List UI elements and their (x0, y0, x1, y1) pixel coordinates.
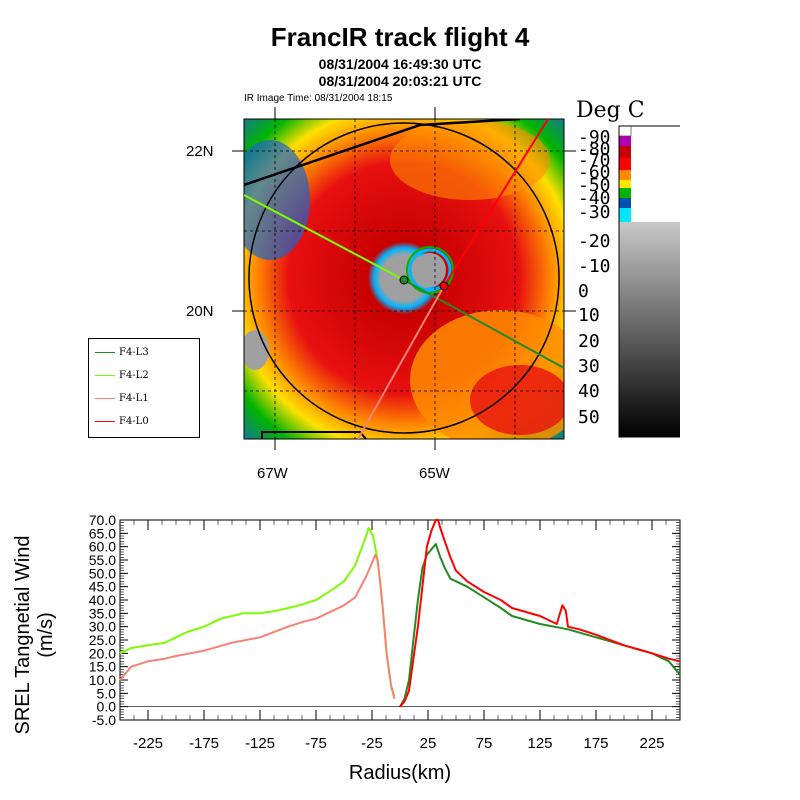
y-tick-label: -5.0 (92, 712, 116, 728)
colorbar-tick-label: -40 (578, 188, 611, 209)
y-tick-label: 60.0 (89, 539, 116, 555)
colorbar-tick-label: 10 (578, 305, 600, 326)
y-tick-label: 5.0 (97, 685, 117, 701)
legend-item-l1: F4-L1 (95, 393, 149, 407)
x-tick-label: -175 (189, 735, 219, 752)
y-tick-label: 70.0 (89, 512, 116, 528)
y-tick-label: 40.0 (89, 592, 116, 608)
y-tick-label: 15.0 (89, 659, 116, 675)
series-line-1 (119, 553, 396, 699)
y-tick-label: 30.0 (89, 619, 116, 635)
colorbar-tick-label: -70 (578, 150, 611, 171)
flight-leg-l0 (443, 119, 549, 287)
colorbar-tick-label: -80 (578, 139, 611, 160)
x-tick-label: 25 (420, 735, 437, 752)
flight-leg-l2 (244, 194, 405, 281)
center-marker-l0 (439, 281, 449, 291)
y-tick-label: 0.0 (97, 699, 117, 715)
flight-end-time: 08/31/2004 20:03:21 UTC (318, 73, 482, 89)
ir-image-time: IR Image Time: 08/31/2004 18:15 (244, 93, 393, 104)
lon-label-67w: 67W (257, 465, 288, 482)
center-marker-l3 (399, 275, 409, 285)
y-tick-label: 65.0 (89, 525, 116, 541)
flight-start-time: 08/31/2004 16:49:30 UTC (318, 56, 482, 72)
ir-map (232, 107, 576, 450)
colorbar-tick-label: 40 (578, 381, 600, 402)
coastline (244, 119, 521, 187)
lon-label-65w: 65W (419, 465, 450, 482)
colorbar-tick-label: -90 (578, 127, 611, 148)
x-tick-label: -125 (245, 735, 275, 752)
x-tick-label: -225 (133, 735, 163, 752)
colorbar-tick-label: 50 (578, 407, 600, 428)
legend-item-l0: F4-L0 (95, 416, 149, 430)
y-tick-label: 55.0 (89, 552, 116, 568)
wind-chart: -5.00.05.010.015.020.025.030.035.040.045… (89, 512, 681, 752)
y-tick-label: 50.0 (89, 565, 116, 581)
series-line-2 (399, 543, 681, 708)
colorbar-tick-label: -20 (578, 231, 611, 252)
x-tick-label: 125 (527, 735, 552, 752)
series-line-0 (119, 527, 396, 697)
colorbar-tick-label: -10 (578, 256, 611, 277)
y-tick-label: 35.0 (89, 605, 116, 621)
plot-frame (119, 519, 681, 721)
flight-legend: F4-L3 F4-L2 F4-L1 F4-L0 (88, 338, 200, 438)
colorbar-tick-label: 30 (578, 356, 600, 377)
x-tick-label: 175 (583, 735, 608, 752)
y-tick-label: 20.0 (89, 645, 116, 661)
colorbar-title: Deg C (576, 98, 645, 123)
series-line-3 (399, 519, 681, 708)
ir-image (244, 119, 564, 439)
colorbar-tick-label: 20 (578, 331, 600, 352)
x-axis-label: Radius(km) (348, 762, 452, 784)
flight-leg-l1 (357, 285, 445, 439)
y-tick-label: 25.0 (89, 632, 116, 648)
x-tick-label: -25 (361, 735, 383, 752)
legend-item-l3: F4-L3 (95, 347, 149, 361)
colorbar-tick-label: -30 (578, 202, 611, 223)
colorbar (618, 125, 680, 438)
colorbar-tick-label: -50 (578, 175, 611, 196)
y-tick-label: 10.0 (89, 672, 116, 688)
x-tick-label: 225 (639, 735, 664, 752)
lat-label-20n: 20N (186, 303, 214, 320)
coastline-south (261, 431, 367, 439)
flight-leg-l3 (403, 279, 564, 369)
x-tick-label: 75 (476, 735, 493, 752)
colorbar-tick-label: 0 (578, 281, 589, 302)
legend-item-l2: F4-L2 (95, 370, 149, 384)
colorbar-tick-label: -60 (578, 162, 611, 183)
radius-circle (248, 122, 560, 434)
y-tick-label: 45.0 (89, 579, 116, 595)
lat-label-22n: 22N (186, 143, 214, 160)
chart-title: FrancIR track flight 4 (270, 22, 530, 52)
x-tick-label: -75 (305, 735, 327, 752)
